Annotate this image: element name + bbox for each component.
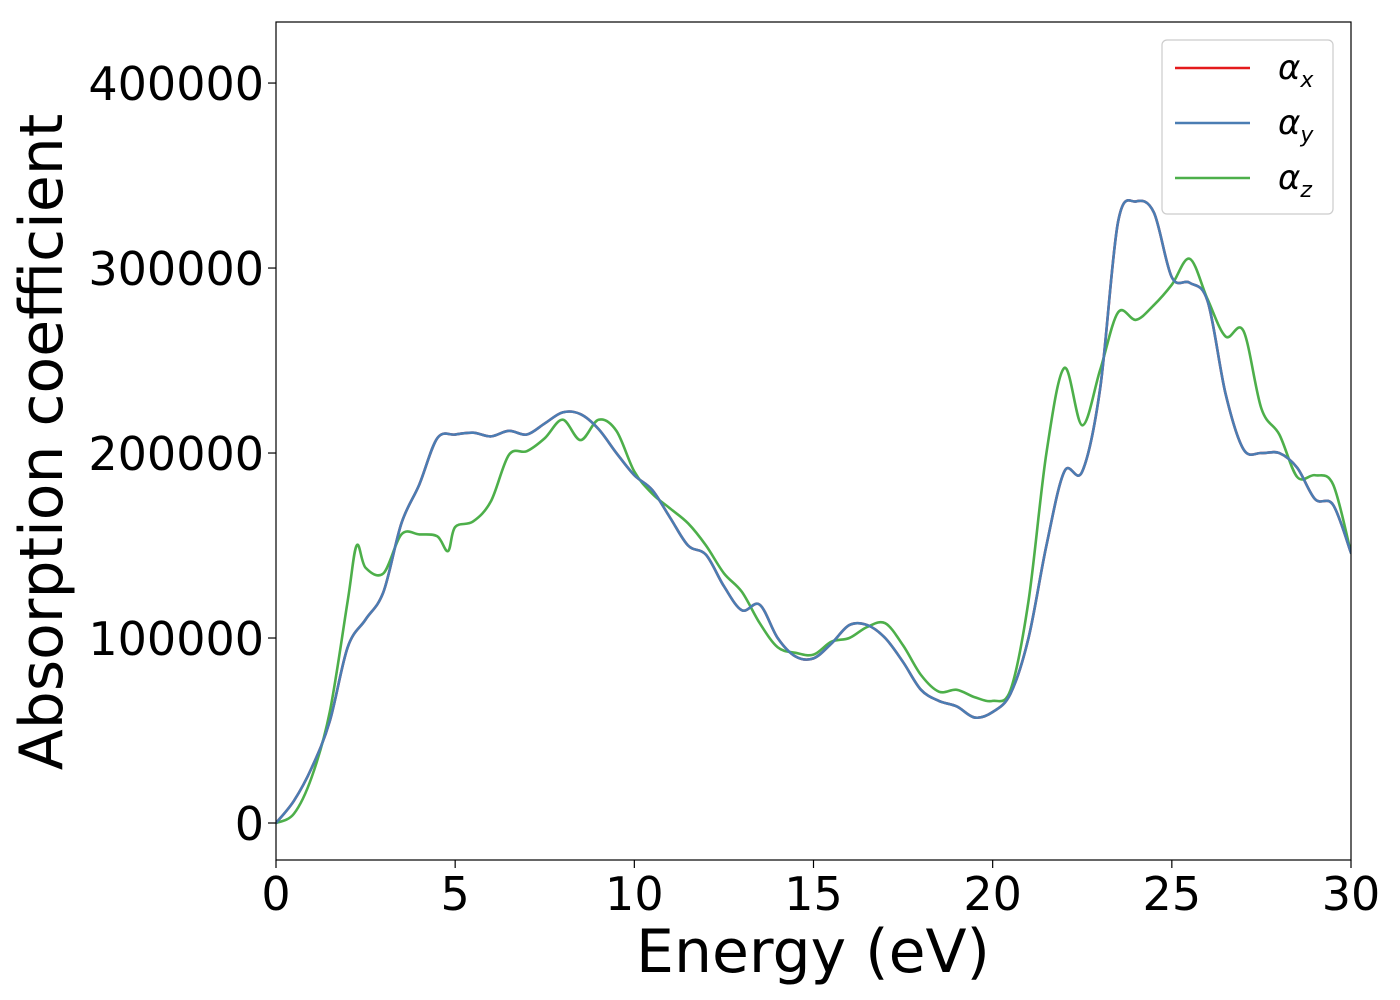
x-tick-label: 25 [1143, 867, 1202, 921]
x-tick-label: 0 [261, 867, 290, 921]
legend-label-z: αz [1278, 158, 1312, 203]
series-line-y [276, 199, 1351, 825]
x-tick-label: 20 [963, 867, 1022, 921]
y-tick-label: 200000 [88, 427, 264, 481]
y-tick-label: 400000 [88, 57, 264, 111]
legend-label-x: αx [1278, 48, 1314, 93]
y-tick-label: 300000 [88, 242, 264, 296]
legend-box [1161, 39, 1334, 215]
x-tick-label: 10 [605, 867, 664, 921]
series-line-z [276, 257, 1351, 825]
series-layer [276, 199, 1351, 825]
x-tick-label: 30 [1322, 867, 1381, 921]
x-tick-label: 15 [784, 867, 843, 921]
x-tick-label: 5 [441, 867, 470, 921]
y-tick-label: 0 [235, 797, 264, 851]
legend-label-y: αy [1278, 103, 1314, 148]
y-tick-label: 100000 [88, 612, 264, 666]
legend-entries: αx αy αz [1175, 48, 1314, 203]
legend: αx αy αz [1161, 39, 1334, 215]
x-axis-title: Energy (eV) [636, 917, 990, 987]
y-axis-title: Absorption coefficient [7, 114, 77, 771]
ticks-layer: 0 5 10 15 20 25 30 0 100000 200000 300000 400000 [88, 57, 1380, 921]
